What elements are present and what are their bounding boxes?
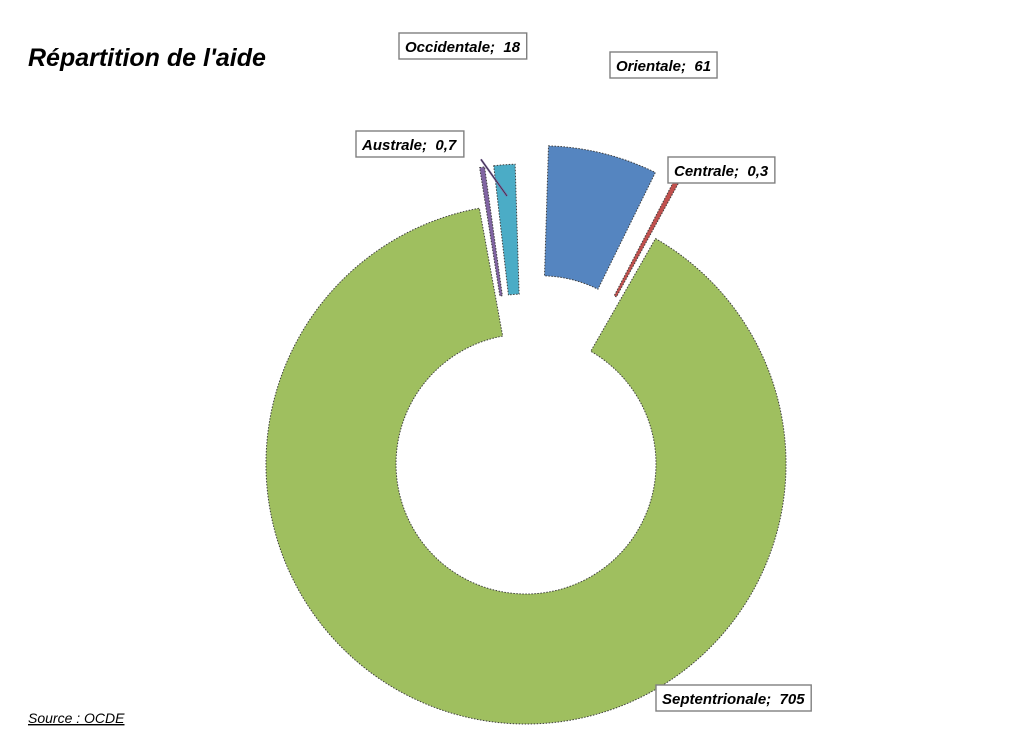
data-label-centrale: Centrale; 0,3 xyxy=(667,156,776,184)
slice-australe xyxy=(479,166,503,297)
data-label-text: Centrale; 0,3 xyxy=(674,163,769,180)
slice-occidentale xyxy=(493,163,520,296)
chart-title: Répartition de l'aide xyxy=(28,44,266,72)
data-labels: Orientale; 61 Centrale; 0,3 Septentrionale… xyxy=(355,32,812,712)
slice-orientale xyxy=(543,145,657,290)
data-label-orientale: Orientale; 61 xyxy=(609,51,718,79)
data-label-text: Occidentale; 18 xyxy=(405,39,521,56)
data-label-text: Septentrionale; 705 xyxy=(662,691,805,708)
slice-septentrionale xyxy=(265,207,787,725)
data-label-text: Australe; 0,7 xyxy=(361,137,457,154)
data-label-australe: Australe; 0,7 xyxy=(355,130,465,158)
data-label-occidentale: Occidentale; 18 xyxy=(398,32,528,60)
source-note: Source : OCDE xyxy=(28,710,125,726)
slice-centrale xyxy=(613,179,680,298)
chart-slices xyxy=(265,145,787,725)
data-label-septentrionale: Septentrionale; 705 xyxy=(655,684,812,712)
data-label-text: Orientale; 61 xyxy=(616,58,711,75)
